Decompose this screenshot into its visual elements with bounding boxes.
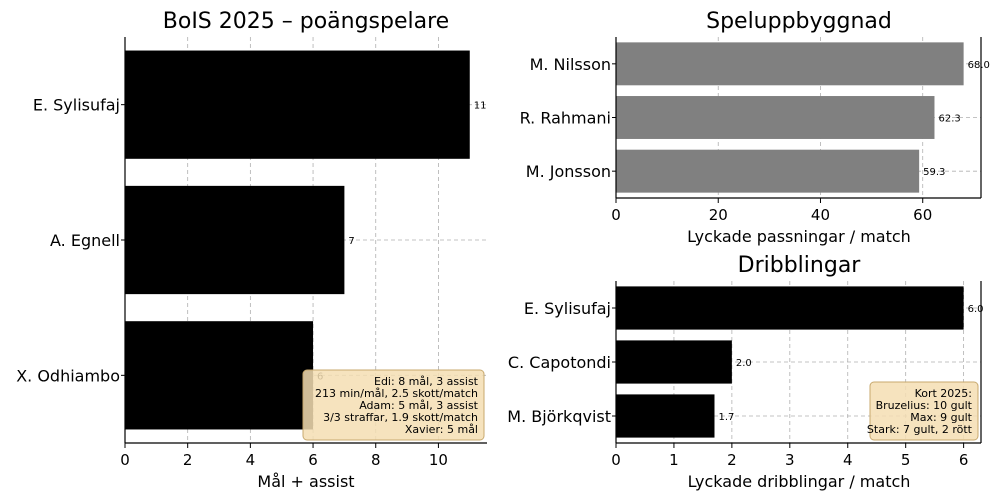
buildup-xlabel: Lyckade passningar / match: [687, 227, 911, 246]
points-category-label: X. Odhiambo: [16, 366, 120, 385]
dribbles-annotation-line: Kort 2025:: [915, 387, 972, 400]
points-bar-1: [125, 185, 345, 295]
buildup-bar-2: [616, 149, 920, 193]
points-tick-label: 10: [429, 451, 448, 469]
dribbles-annotation-box: [869, 381, 979, 441]
buildup-category-label: R. Rahmani: [520, 109, 611, 128]
points-annotation-box: [302, 369, 485, 441]
dribbles-category-label: C. Capotondi: [508, 353, 611, 372]
points-xlabel: Mål + assist: [257, 472, 354, 491]
buildup-category-label: M. Nilsson: [530, 55, 611, 74]
points-category-label: E. Sylisufaj: [33, 96, 120, 115]
buildup-tick-label: 0: [611, 206, 621, 224]
points-tick-label: 0: [120, 451, 130, 469]
dribbles-tick-label: 2: [727, 451, 737, 469]
points-bar-2: [125, 321, 314, 430]
dribbles-annotation-line: Stark: 7 gult, 2 rött: [867, 423, 973, 436]
dribbles-tick-label: 6: [959, 451, 969, 469]
dribbles-tick-label: 3: [785, 451, 795, 469]
dribbles-category-label: M. Björkqvist: [507, 407, 611, 426]
dribbles-chart: 6.0 E. Sylisufaj 2.0 C. Capotondi 1.7 M. Björ…: [507, 253, 983, 491]
points-annotation-line: 213 min/mål, 2.5 skott/match: [315, 387, 478, 400]
dribbles-annotation-line: Max: 9 gult: [910, 411, 972, 424]
points-value-label: 7: [348, 236, 354, 247]
dribbles-tick-label: 0: [611, 451, 621, 469]
points-annotation-line: Adam: 5 mål, 3 assist: [359, 399, 478, 412]
buildup-value-label: 62.3: [938, 114, 960, 125]
points-tick-label: 2: [183, 451, 193, 469]
buildup-value-label: 68.0: [968, 60, 990, 71]
dribbles-value-label: 1.7: [718, 412, 734, 423]
points-tick-label: 4: [246, 451, 256, 469]
buildup-bar-1: [616, 96, 935, 139]
dribbles-value-label: 2.0: [736, 358, 752, 369]
points-title: BoIS 2025 – poängspelare: [163, 9, 449, 34]
dribbles-tick-label: 4: [843, 451, 853, 469]
dribbles-tick-label: 5: [901, 451, 911, 469]
buildup-tick-label: 20: [709, 206, 728, 224]
buildup-category-label: M. Jonsson: [526, 162, 611, 181]
buildup-chart: 68.0 M. Nilsson 62.3 R. Rahmani 59.3 M. Jonss…: [520, 9, 990, 246]
dribbles-title: Dribblingar: [738, 253, 862, 278]
buildup-tick-label: 60: [913, 206, 932, 224]
dribbles-value-label: 6.0: [968, 304, 984, 315]
dribbles-tick-label: 1: [669, 451, 679, 469]
dribbles-bar-2: [616, 394, 715, 438]
points-tick-label: 6: [308, 451, 318, 469]
buildup-title: Speluppbyggnad: [706, 9, 892, 34]
points-annotation-line: 3/3 straffar, 1.9 skott/match: [323, 411, 478, 424]
dribbles-xlabel: Lyckade dribblingar / match: [688, 472, 911, 491]
points-annotation-line: Xavier: 5 mål: [405, 423, 478, 436]
dribbles-category-label: E. Sylisufaj: [524, 299, 611, 318]
points-value-label: 11: [474, 101, 487, 112]
buildup-bar-0: [616, 42, 964, 86]
points-bar-0: [125, 50, 470, 159]
dribbles-bar-0: [616, 286, 964, 330]
buildup-value-label: 59.3: [923, 167, 945, 178]
buildup-tick-label: 40: [811, 206, 830, 224]
points-annotation-line: Edi: 8 mål, 3 assist: [374, 375, 479, 388]
dribbles-annotation-line: Bruzelius: 10 gult: [876, 399, 973, 412]
points-category-label: A. Egnell: [50, 231, 120, 250]
dribbles-bar-1: [616, 340, 732, 384]
points-tick-label: 8: [371, 451, 381, 469]
